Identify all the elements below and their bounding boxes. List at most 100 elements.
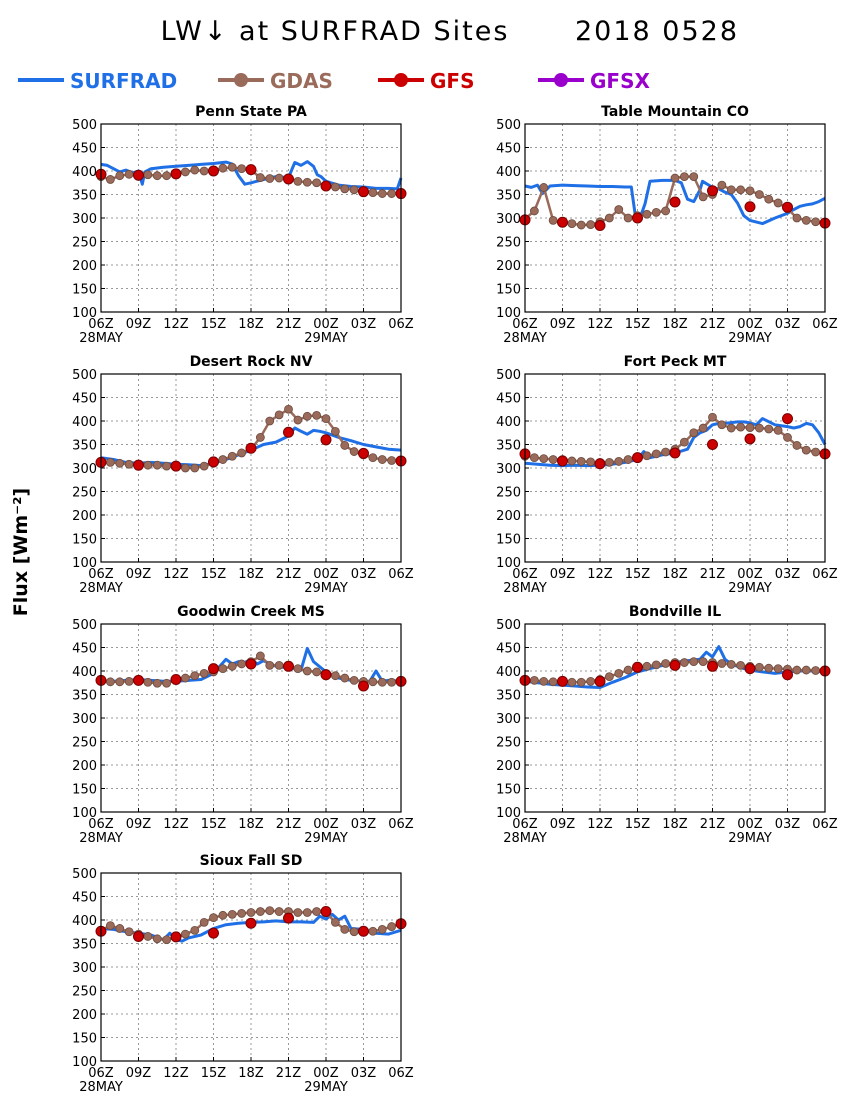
x-tick-label: 18Z <box>238 317 264 332</box>
data-point-gdas <box>227 162 237 172</box>
data-point-gdas <box>377 925 387 934</box>
y-tick-label: 500 <box>496 118 521 133</box>
data-point-gfs <box>669 196 681 208</box>
data-point-gdas <box>567 456 577 466</box>
x-tick-label: 06Z <box>812 567 838 582</box>
data-point-gdas <box>368 188 378 198</box>
data-point-gdas <box>246 908 256 917</box>
data-point-gdas <box>143 170 153 180</box>
data-point-gfs <box>170 673 182 685</box>
series-gfs <box>519 659 831 687</box>
data-point-gdas <box>105 921 115 931</box>
data-point-gfs <box>320 906 332 918</box>
data-point-gdas <box>736 185 746 195</box>
data-point-gdas <box>679 437 689 447</box>
x-tick-label: 15Z <box>625 817 651 832</box>
x-tick-label: 09Z <box>126 817 152 832</box>
data-point-gdas <box>340 925 350 934</box>
data-point-gdas <box>180 929 190 939</box>
data-point-gdas <box>679 658 689 667</box>
data-point-gdas <box>539 676 549 686</box>
data-point-gfs <box>283 912 294 924</box>
data-point-gfs <box>133 674 144 686</box>
data-point-gdas <box>717 420 727 430</box>
legend-label-gfs: GFS <box>430 69 474 93</box>
data-point-gdas <box>529 206 539 216</box>
y-tick-label: 250 <box>496 736 521 751</box>
x-tick-label: 00Z <box>737 317 763 332</box>
y-tick-label: 350 <box>496 689 521 704</box>
legend-item-gfs: GFS <box>378 69 474 93</box>
panel-sioux-fall-sd: Sioux Fall SD 100 150 200 250 300 350 400 450 500… <box>72 853 414 1095</box>
x-tick-label: 12Z <box>587 567 613 582</box>
y-tick-label: 200 <box>72 509 97 524</box>
date-label: 29MAY <box>304 331 348 346</box>
data-point-gdas <box>576 457 586 466</box>
x-tick-label: 00Z <box>737 817 763 832</box>
data-point-gfs <box>669 659 681 671</box>
data-point-gdas <box>293 908 303 917</box>
y-tick-label: 350 <box>496 189 521 204</box>
legend-marker-gfsx <box>554 73 568 87</box>
data-point-gdas <box>293 664 303 674</box>
panel-desert-rock-nv: Desert Rock NV 100 150 200 250 300 350 400 450 50… <box>72 354 414 596</box>
x-tick-label: 12Z <box>163 317 189 332</box>
data-point-gfs <box>632 452 643 464</box>
data-point-gdas <box>377 677 387 687</box>
panel-title: Sioux Fall SD <box>200 853 303 869</box>
data-point-gdas <box>115 458 125 468</box>
y-tick-label: 450 <box>496 642 521 657</box>
x-tick-label: 09Z <box>550 817 576 832</box>
y-tick-label: 450 <box>72 392 97 407</box>
data-point-gdas <box>614 668 624 678</box>
y-tick-label: 100 <box>72 556 97 571</box>
y-tick-label: 300 <box>72 961 97 976</box>
series-line-surfrad <box>524 178 826 226</box>
x-tick-label: 18Z <box>238 567 264 582</box>
data-point-gdas <box>717 659 727 668</box>
x-tick-label: 09Z <box>126 317 152 332</box>
data-point-gfs <box>170 931 182 943</box>
data-point-gdas <box>736 660 746 670</box>
y-tick-label: 250 <box>496 486 521 501</box>
x-tick-label: 18Z <box>238 817 264 832</box>
data-point-gdas <box>736 422 746 432</box>
series-gfs <box>95 164 407 200</box>
panel-penn-state-pa: Penn State PA 100 150 200 250 300 350 400 450 500… <box>72 104 414 346</box>
data-point-gdas <box>689 428 699 438</box>
data-point-gdas <box>783 433 792 442</box>
data-point-gfs <box>208 663 219 675</box>
data-point-gdas <box>312 410 322 420</box>
data-point-gdas <box>792 665 802 675</box>
data-point-gdas <box>811 217 821 227</box>
legend-marker-gdas <box>234 73 248 87</box>
data-point-gdas <box>548 677 558 687</box>
data-point-gdas <box>227 661 237 671</box>
date-label: 29MAY <box>728 581 772 596</box>
x-tick-label: 06Z <box>388 817 414 832</box>
data-point-gfs <box>170 168 182 180</box>
data-point-gdas <box>152 934 162 944</box>
x-tick-label: 12Z <box>587 817 613 832</box>
data-point-gdas <box>265 416 275 426</box>
data-point-gdas <box>302 908 312 917</box>
data-point-gfs <box>358 447 369 459</box>
data-point-gfs <box>208 165 219 177</box>
date-label: 28MAY <box>503 831 547 846</box>
data-point-gdas <box>302 666 312 676</box>
y-tick-label: 250 <box>72 736 97 751</box>
date-label: 29MAY <box>304 1080 348 1095</box>
data-point-gfs <box>245 164 257 176</box>
data-point-gdas <box>218 163 228 173</box>
y-tick-label: 500 <box>496 368 521 383</box>
data-point-gdas <box>190 165 200 175</box>
data-point-gdas <box>302 411 312 421</box>
legend-marker-gfs <box>394 73 408 87</box>
x-tick-label: 21Z <box>276 567 302 582</box>
data-point-gfs <box>283 426 294 438</box>
panel-title: Fort Peck MT <box>624 354 727 370</box>
data-point-gdas <box>689 657 699 666</box>
data-point-gdas <box>745 186 755 196</box>
y-tick-label: 250 <box>72 985 97 1000</box>
x-tick-label: 21Z <box>700 817 726 832</box>
